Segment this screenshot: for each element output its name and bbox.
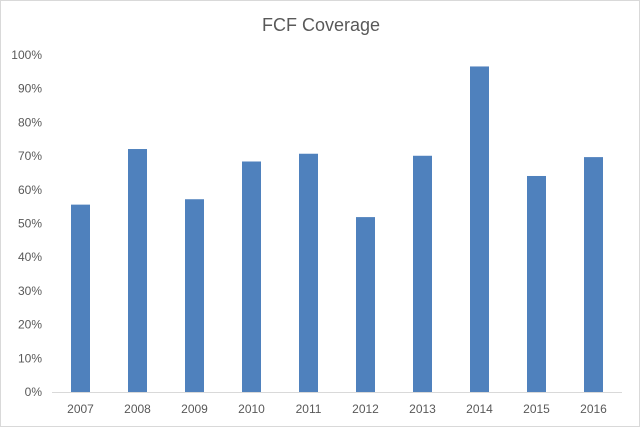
- y-tick-label: 60%: [18, 183, 42, 197]
- bar-2016: [584, 157, 603, 392]
- y-tick-label: 0%: [25, 385, 43, 399]
- bar-2008: [128, 149, 147, 392]
- bar-2011: [299, 153, 318, 392]
- x-tick-label: 2015: [523, 402, 550, 416]
- x-tick-label: 2013: [409, 402, 436, 416]
- x-tick-label: 2009: [181, 402, 208, 416]
- y-tick-label: 90%: [18, 82, 42, 96]
- bar-2014: [470, 66, 489, 392]
- x-tick-label: 2016: [580, 402, 607, 416]
- y-tick-label: 30%: [18, 284, 42, 298]
- y-tick-label: 100%: [11, 48, 42, 62]
- y-tick-label: 50%: [18, 217, 42, 231]
- chart-title: FCF Coverage: [261, 15, 381, 35]
- y-tick-label: 10%: [18, 351, 42, 365]
- bar-2015: [527, 175, 546, 392]
- bar-2009: [185, 199, 204, 392]
- x-tick-label: 2014: [466, 402, 493, 416]
- x-tick-label: 2007: [67, 402, 94, 416]
- bar-series: [71, 66, 603, 392]
- y-tick-label: 40%: [18, 250, 42, 264]
- x-axis-labels: 2007 2008 2009 2010 2011 2012 2013 2014 2015 2016: [67, 402, 607, 416]
- x-tick-label: 2011: [296, 402, 322, 416]
- y-tick-label: 20%: [18, 318, 42, 332]
- bar-2010: [242, 161, 261, 392]
- y-tick-label: 80%: [18, 115, 42, 129]
- y-axis-labels: 0% 10% 20% 30% 40% 50% 60% 70% 80% 90% 100%: [11, 48, 42, 399]
- x-tick-label: 2010: [238, 402, 265, 416]
- bar-2012: [356, 217, 375, 392]
- bar-2013: [413, 155, 432, 392]
- y-tick-label: 70%: [18, 149, 42, 163]
- bar-2007: [71, 204, 90, 392]
- x-tick-label: 2012: [352, 402, 379, 416]
- x-tick-label: 2008: [124, 402, 151, 416]
